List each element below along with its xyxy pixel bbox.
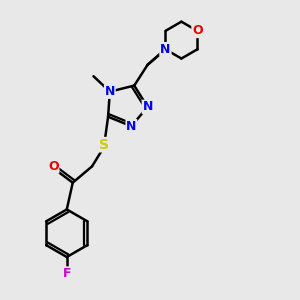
Text: O: O — [48, 160, 59, 173]
Text: N: N — [126, 120, 136, 133]
Text: F: F — [62, 267, 71, 280]
Text: N: N — [105, 85, 115, 98]
Text: O: O — [192, 24, 203, 38]
Text: N: N — [160, 43, 171, 56]
Text: N: N — [142, 100, 153, 113]
Text: S: S — [99, 138, 109, 152]
Text: N: N — [160, 43, 171, 56]
